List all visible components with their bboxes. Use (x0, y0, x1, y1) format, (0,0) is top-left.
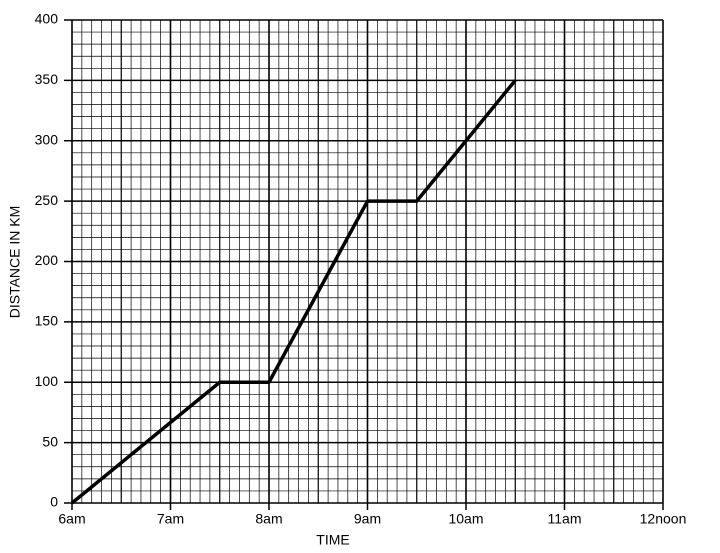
data-line (70, 79, 517, 505)
x-tick-label: 6am (58, 511, 85, 527)
y-tick-label: 50 (42, 433, 58, 449)
x-tick-label: 9am (354, 511, 381, 527)
y-tick-label: 200 (35, 252, 59, 268)
x-tick-label: 11am (548, 511, 582, 527)
y-tick-label: 250 (35, 192, 59, 208)
y-tick-label: 300 (35, 131, 59, 147)
x-tick-label: 8am (255, 511, 282, 527)
y-tick-label: 350 (35, 71, 59, 87)
y-tick-label: 150 (35, 313, 59, 329)
y-tick-label: 400 (35, 11, 59, 27)
x-tick-label: 7am (157, 511, 184, 527)
y-tick-label: 0 (50, 494, 58, 510)
y-axis-label: DISTANCE IN KM (7, 206, 23, 319)
x-tick-label: 10am (448, 511, 483, 527)
y-tick-label: 100 (35, 373, 59, 389)
x-tick-label: 12noon (640, 511, 687, 527)
x-axis-label: TIME (316, 532, 349, 548)
